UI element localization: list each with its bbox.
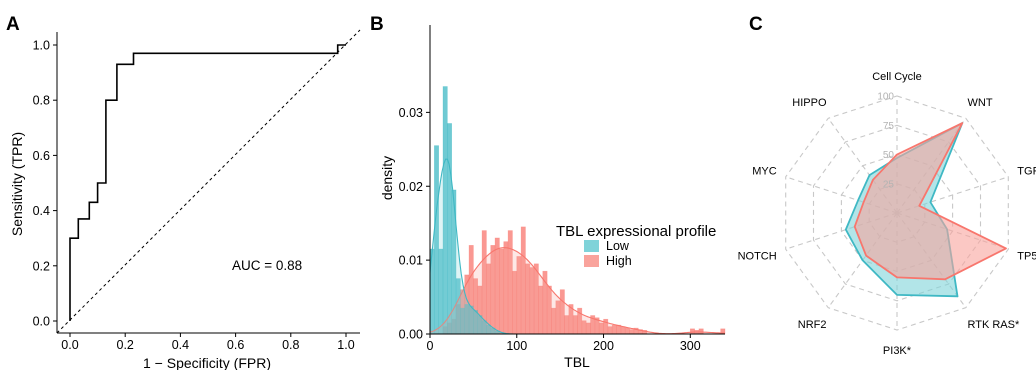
radar-ring — [785, 95, 1009, 331]
histogram-x-tick-label: 300 — [680, 339, 701, 353]
roc-panel: A 0.0 0.2 0.4 0.6 0.8 1.0 0.0 0.2 0.4 0.6 0.8 1.0 A… — [6, 14, 361, 370]
radar-panel: C 25 50 75 100 Cell Cycle WNT TGF-Beta* TP53* RT… — [738, 14, 1036, 357]
histogram-axes: 0 100 200 300 0.00 0.01 0.02 0.03 — [399, 25, 725, 353]
radar-axis-label: NOTCH — [738, 250, 777, 262]
histogram-y-tick-label: 0.00 — [399, 328, 423, 342]
roc-y-tick-label: 0.6 — [33, 149, 50, 163]
radar-polygon-high — [853, 122, 1007, 281]
histogram-y-tick-label: 0.02 — [399, 180, 423, 194]
radar-axis-label: TGF-Beta* — [1017, 166, 1036, 178]
roc-x-tick-label: 0.6 — [227, 338, 244, 352]
legend-label-high: High — [606, 254, 632, 268]
radar-axis-label: HIPPO — [792, 97, 827, 109]
radar-r-tick-label: 100 — [877, 92, 894, 103]
legend: TBL expressional profile Low High — [556, 223, 716, 268]
histogram-y-tick-label: 0.03 — [399, 106, 423, 120]
legend-label-low: Low — [606, 239, 630, 253]
histogram-y-tick-label: 0.01 — [399, 254, 423, 268]
panel-letter-b: B — [370, 14, 384, 35]
panel-letter-a: A — [6, 14, 20, 35]
roc-x-tick-label: 0.4 — [172, 338, 189, 352]
legend-title: TBL expressional profile — [556, 223, 716, 240]
roc-diagonal-reference — [56, 29, 361, 334]
radar-axis-label: MYC — [752, 166, 777, 178]
radar-axis-label: RTK RAS* — [968, 319, 1020, 331]
radar-ring — [812, 124, 982, 302]
histogram-y-axis-title: density — [379, 156, 395, 200]
roc-curve — [69, 44, 346, 321]
roc-y-tick-label: 1.0 — [33, 39, 50, 53]
roc-y-axis-title: Sensitivity (TPR) — [9, 132, 25, 236]
roc-y-tick-label: 0.8 — [33, 94, 50, 108]
radar-axis-label: WNT — [968, 97, 993, 109]
legend-key-low — [584, 240, 599, 252]
radar-axis-label: NRF2 — [798, 319, 827, 331]
roc-x-tick-label: 1.0 — [337, 338, 354, 352]
roc-y-tick-label: 0.2 — [33, 259, 50, 273]
roc-x-tick-label: 0.0 — [61, 338, 78, 352]
roc-x-axis-title: 1 − Specificity (FPR) — [143, 355, 271, 370]
radar-axis-label: PI3K* — [883, 345, 912, 357]
radar-axis-label: Cell Cycle — [872, 71, 922, 83]
auc-annotation: AUC = 0.88 — [232, 258, 302, 273]
histogram-x-axis-title: TBL — [564, 354, 590, 370]
histogram-x-tick-label: 0 — [427, 339, 434, 353]
roc-axes: 0.0 0.2 0.4 0.6 0.8 1.0 0.0 0.2 0.4 0.6 0.8 1.0 — [33, 32, 360, 352]
roc-x-tick-label: 0.8 — [282, 338, 299, 352]
density-area-low — [430, 159, 725, 334]
histogram-panel: B 0 100 200 300 0.00 0.01 0.02 0.03 TBL density… — [370, 14, 726, 370]
roc-y-tick-label: 0.4 — [33, 204, 50, 218]
histogram-bars — [429, 86, 726, 335]
legend-key-high — [584, 255, 599, 267]
radar-r-tick-label: 75 — [883, 121, 895, 132]
density-curves — [429, 158, 726, 335]
density-line-high — [429, 247, 726, 335]
radar-polygons — [844, 122, 1007, 298]
radar-r-tick-label: 50 — [883, 150, 895, 161]
panel-letter-c: C — [749, 14, 763, 35]
density-area-high — [430, 247, 725, 334]
radar-r-tick-label: 25 — [883, 179, 895, 190]
radar-axis-label: TP53* — [1017, 250, 1036, 262]
histogram-x-tick-label: 100 — [506, 339, 527, 353]
radar-axis-labels: 25 50 75 100 Cell Cycle WNT TGF-Beta* TP53* RTK … — [738, 71, 1036, 357]
histogram-x-tick-label: 200 — [593, 339, 614, 353]
roc-x-tick-label: 0.2 — [117, 338, 134, 352]
roc-y-tick-label: 0.0 — [33, 315, 50, 329]
